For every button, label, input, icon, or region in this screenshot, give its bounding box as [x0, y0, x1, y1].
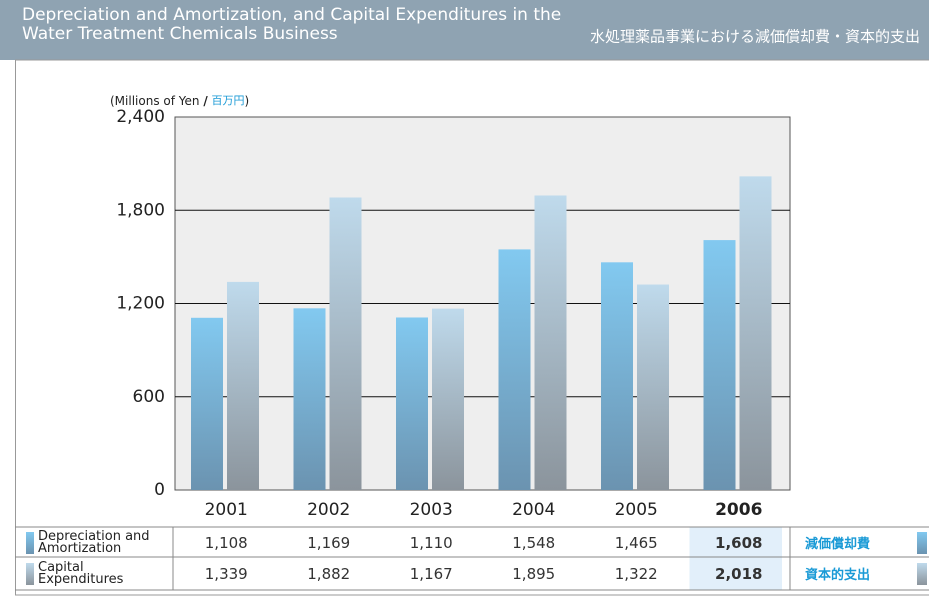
x-tick-label: 2006 [715, 500, 762, 520]
bar [534, 195, 567, 490]
bar [432, 308, 464, 490]
legend-swatch [26, 563, 34, 585]
bar [329, 197, 362, 490]
bar [703, 240, 736, 490]
series-name: Capital Expenditures [38, 559, 124, 587]
y-tick-label: 2,400 [116, 107, 165, 127]
x-tick-label: 2004 [512, 500, 555, 520]
series-name-ja: 減価償却費 [805, 537, 871, 552]
bar [227, 281, 259, 490]
legend-swatch [26, 532, 34, 554]
title-ja: 水処理薬品事業における減価償却費・資本的支出 [590, 28, 920, 46]
highlight-column [689, 527, 782, 590]
table-value: 1,608 [715, 533, 763, 552]
y-label: (Millions of Yen / 百万円) [110, 94, 249, 108]
legend-swatch [917, 532, 927, 554]
bar [293, 308, 326, 490]
table-value: 1,465 [614, 533, 658, 552]
x-tick-label: 2005 [615, 500, 658, 520]
bar [396, 317, 428, 490]
y-tick-label: 0 [154, 480, 165, 500]
table-value: 1,322 [614, 564, 658, 583]
frame [15, 59, 929, 596]
table-value: 1,108 [204, 533, 248, 552]
table-value: 1,110 [409, 533, 453, 552]
x-tick-label: 2001 [205, 500, 248, 520]
table-value: 1,169 [307, 533, 351, 552]
table-value: 2,018 [715, 564, 763, 583]
series-name: Depreciation and Amortization [38, 528, 150, 556]
bar [191, 317, 223, 490]
legend-swatch [917, 563, 927, 585]
header-band [0, 0, 929, 60]
table-value: 1,339 [204, 564, 248, 583]
y-tick-label: 600 [133, 387, 165, 407]
table-value: 1,882 [307, 564, 351, 583]
bar [637, 284, 669, 490]
bar [739, 176, 772, 490]
y-tick-label: 1,800 [116, 200, 165, 220]
series-name-ja: 資本的支出 [805, 568, 871, 583]
chart-title: Depreciation and Amortization, and Capit… [22, 5, 562, 44]
x-tick-label: 2003 [410, 500, 453, 520]
table-value: 1,895 [512, 564, 556, 583]
bar [498, 249, 531, 490]
bar [601, 262, 633, 490]
table-value: 1,167 [409, 564, 453, 583]
x-tick-label: 2002 [307, 500, 350, 520]
table-value: 1,548 [512, 533, 556, 552]
y-tick-label: 1,200 [116, 294, 165, 314]
